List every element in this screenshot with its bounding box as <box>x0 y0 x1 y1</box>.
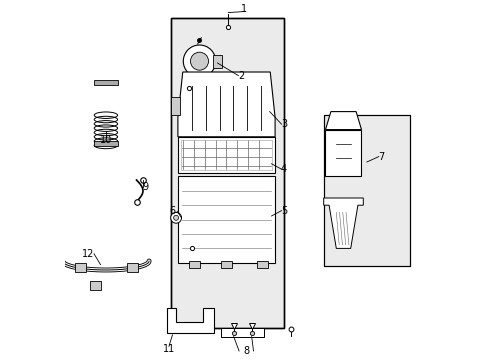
Bar <box>178 137 275 173</box>
Polygon shape <box>167 308 213 333</box>
Text: 9: 9 <box>142 182 148 192</box>
Bar <box>94 141 118 146</box>
Circle shape <box>170 212 181 223</box>
Circle shape <box>183 45 215 77</box>
Bar <box>75 263 86 272</box>
Circle shape <box>173 215 178 220</box>
Bar <box>188 261 199 268</box>
Bar <box>178 176 275 263</box>
Bar <box>257 261 267 268</box>
Text: 5: 5 <box>281 206 286 216</box>
Bar <box>325 130 361 176</box>
Text: 11: 11 <box>163 344 175 354</box>
Text: 2: 2 <box>237 71 244 81</box>
Bar <box>94 80 118 85</box>
Polygon shape <box>178 72 275 137</box>
Text: 1: 1 <box>241 4 247 14</box>
Polygon shape <box>325 112 361 130</box>
Bar <box>170 18 284 328</box>
Bar <box>127 263 138 272</box>
Text: 8: 8 <box>243 346 249 356</box>
Bar <box>170 97 179 115</box>
Circle shape <box>190 52 208 70</box>
Text: 6: 6 <box>169 206 175 216</box>
Polygon shape <box>323 198 363 248</box>
Text: 4: 4 <box>281 164 286 174</box>
Bar <box>89 281 101 290</box>
Bar <box>323 115 409 266</box>
Text: 10: 10 <box>100 135 112 145</box>
Text: 7: 7 <box>377 152 384 162</box>
Bar <box>221 328 264 337</box>
Bar <box>213 55 222 68</box>
Bar <box>221 261 231 268</box>
Bar <box>181 140 272 170</box>
Text: 3: 3 <box>281 119 286 129</box>
Text: 12: 12 <box>81 249 94 259</box>
Bar <box>170 18 284 328</box>
Bar <box>323 115 409 266</box>
